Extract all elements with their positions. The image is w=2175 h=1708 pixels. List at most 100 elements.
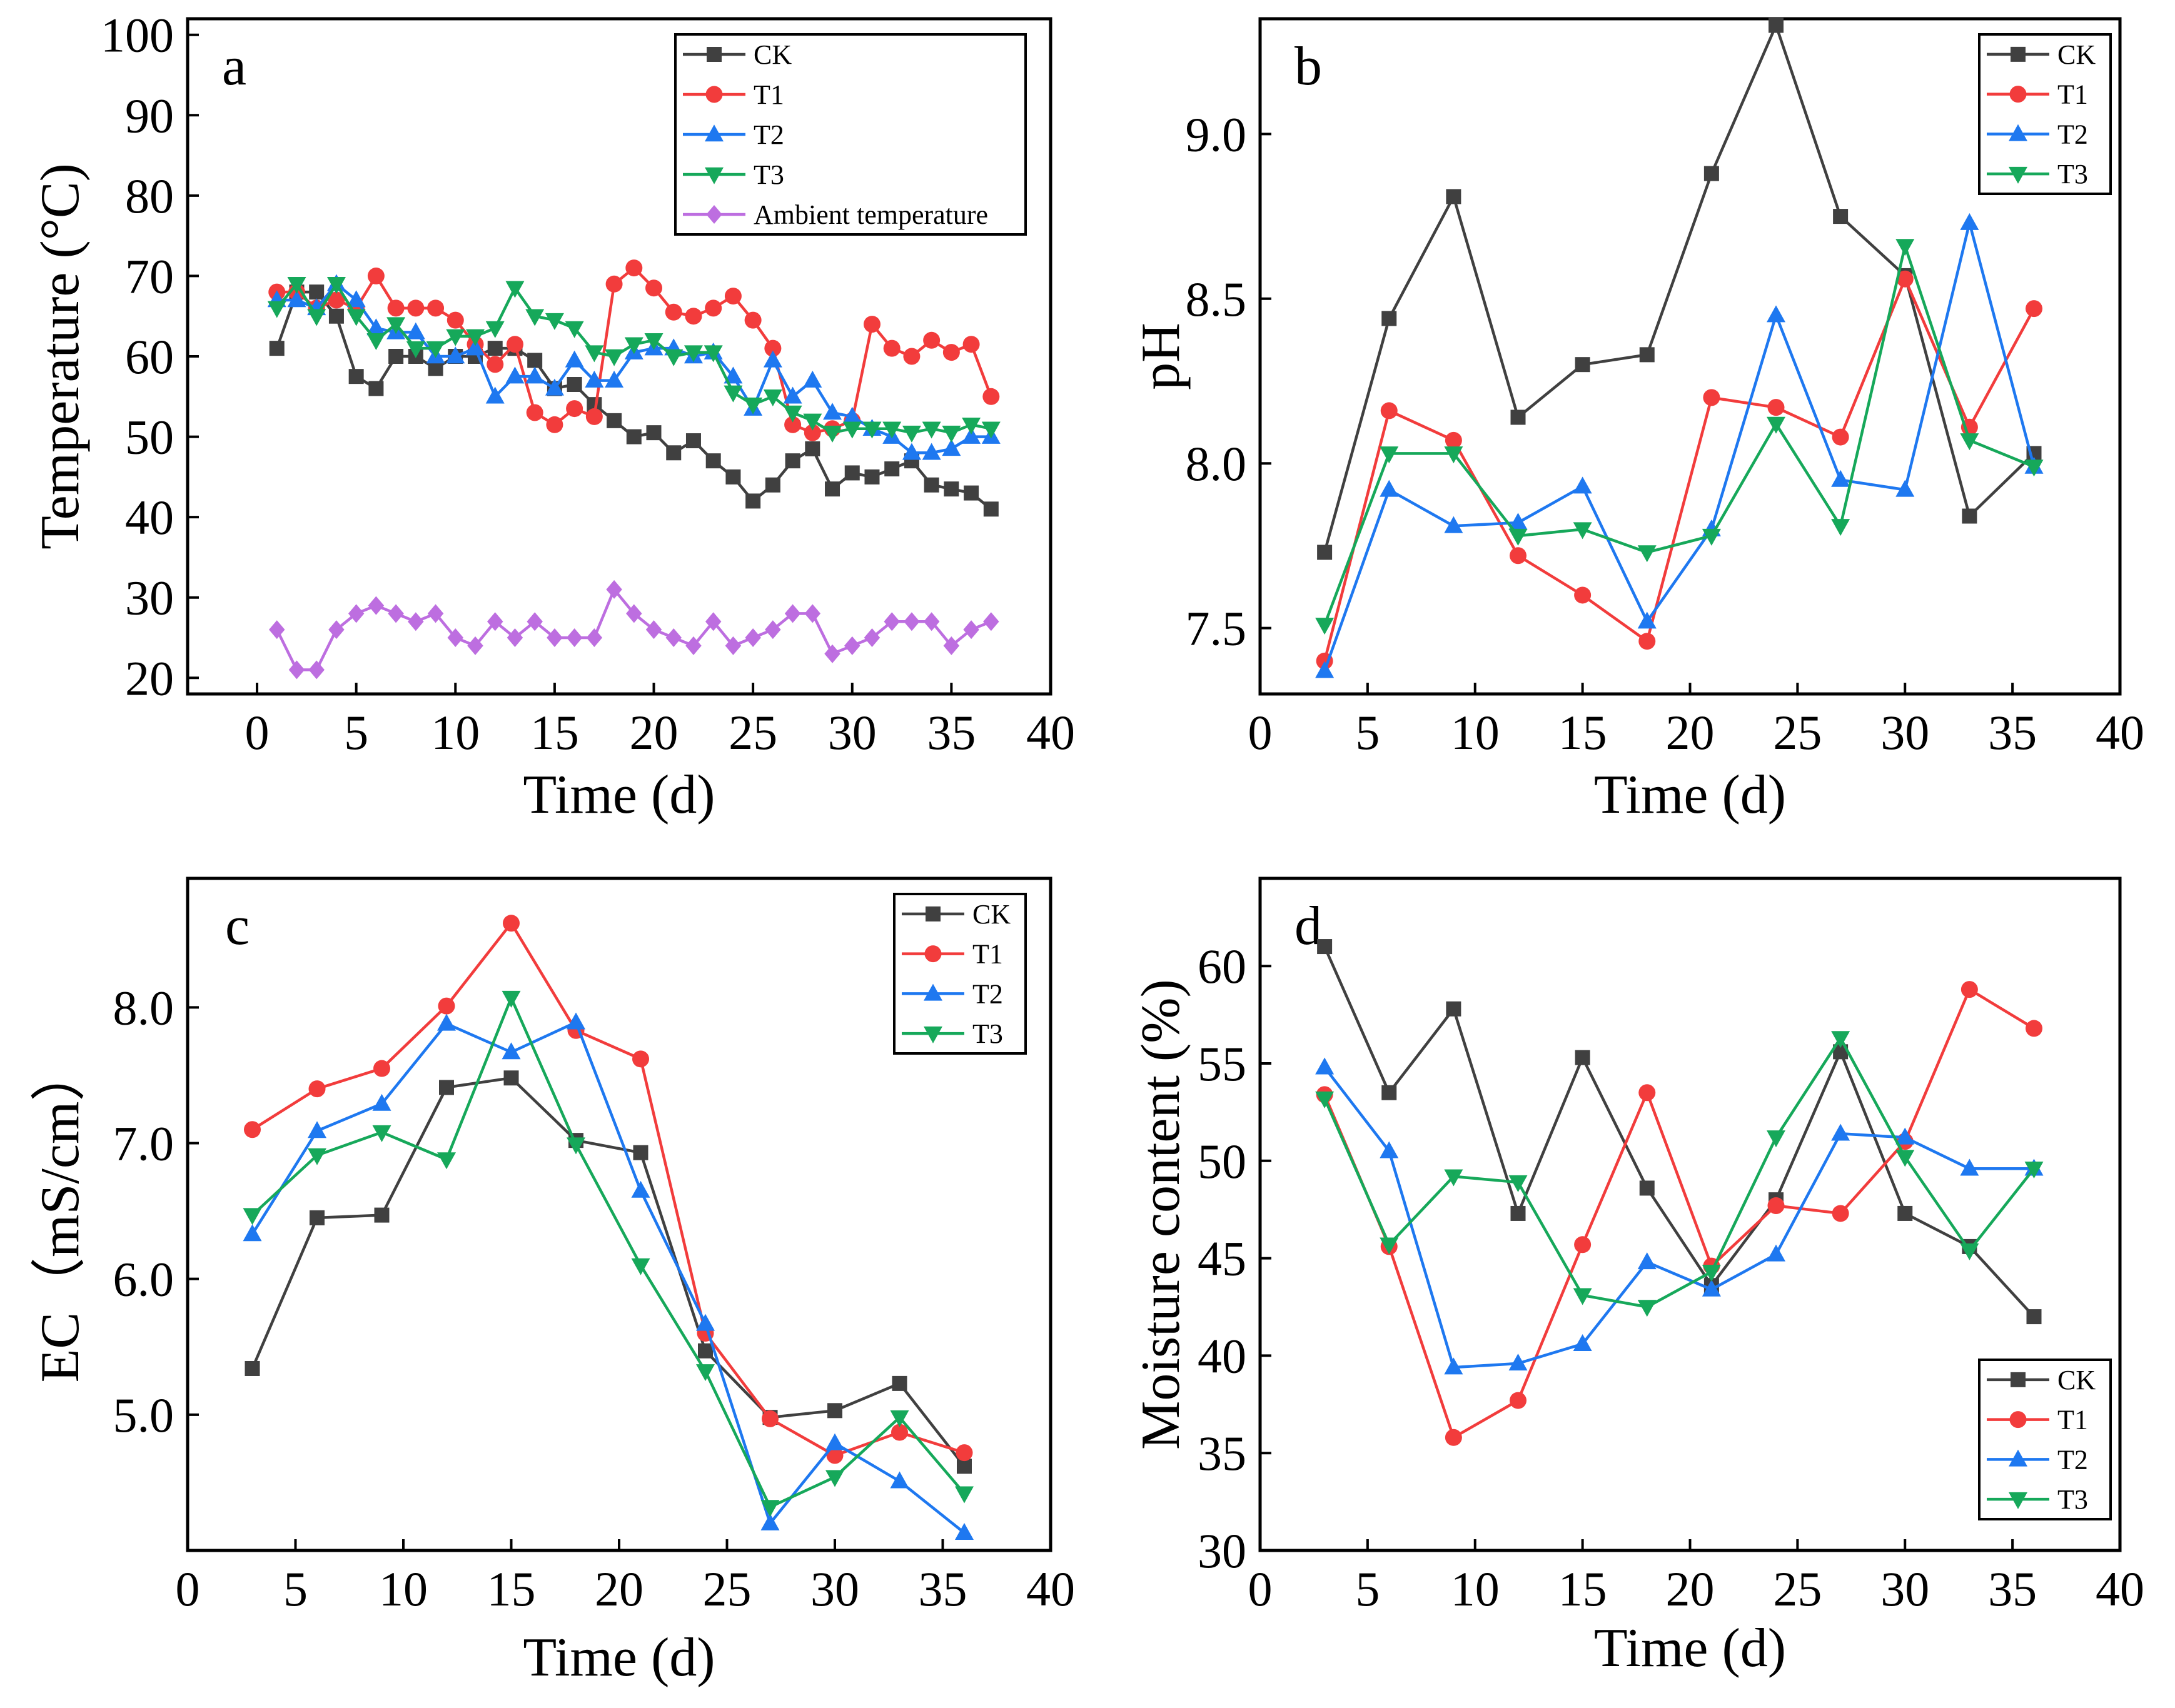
data-point <box>922 421 941 439</box>
x-tick-label: 20 <box>1666 705 1715 760</box>
data-point <box>1639 1180 1655 1196</box>
data-point <box>606 580 622 599</box>
legend-label: T2 <box>754 119 784 150</box>
data-point <box>923 612 940 631</box>
legend-marker <box>706 205 722 224</box>
y-tick-label: 30 <box>1198 1524 1246 1578</box>
series-line <box>1323 277 2036 661</box>
data-point <box>842 421 862 439</box>
series-line <box>251 1020 966 1534</box>
x-tick-label: 0 <box>245 705 270 760</box>
data-point <box>685 308 702 325</box>
data-point <box>763 389 782 407</box>
data-point <box>1896 270 1914 288</box>
data-point <box>1702 1279 1721 1297</box>
data-point <box>745 493 761 509</box>
data-point <box>625 259 643 277</box>
data-point <box>1639 347 1655 363</box>
y-axis-title: EC（mS/cm） <box>30 1047 91 1383</box>
data-point <box>438 997 455 1015</box>
data-point <box>982 388 1000 405</box>
data-point <box>1895 239 1915 256</box>
data-point <box>605 349 624 366</box>
y-tick-label: 7.5 <box>1186 601 1247 656</box>
data-point <box>1508 1175 1528 1192</box>
data-point <box>626 604 642 623</box>
data-point <box>1380 1237 1399 1255</box>
data-point <box>427 604 444 623</box>
data-point <box>328 291 345 309</box>
series-line <box>1323 1037 2036 1309</box>
series-t1 <box>1316 270 2042 670</box>
series-line <box>1323 24 2036 553</box>
data-point <box>803 370 822 388</box>
x-axis-title: Time (d) <box>1594 1618 1786 1679</box>
data-point <box>725 636 742 655</box>
data-point <box>446 329 465 346</box>
legend-marker <box>926 906 941 922</box>
data-point <box>487 612 503 631</box>
data-point <box>1315 661 1335 678</box>
data-point <box>527 353 543 368</box>
data-point <box>310 1210 325 1225</box>
data-point <box>784 416 802 433</box>
series-line <box>251 922 965 1457</box>
data-point <box>1895 1127 1915 1145</box>
legend-label: T3 <box>2057 159 2088 189</box>
legend-marker <box>2011 1372 2026 1387</box>
x-tick-label: 15 <box>487 1562 536 1616</box>
legend-marker <box>705 167 724 184</box>
data-point <box>1510 409 1526 425</box>
data-point <box>1508 513 1528 530</box>
data-point <box>288 660 305 680</box>
x-tick-label: 10 <box>431 705 480 760</box>
data-point <box>944 481 959 497</box>
data-point <box>1445 1429 1462 1446</box>
data-point <box>1317 939 1333 955</box>
legend-marker <box>707 47 722 62</box>
data-point <box>763 350 782 368</box>
data-point <box>1960 213 1979 230</box>
data-point <box>1446 1001 1461 1017</box>
series-line <box>1323 244 2035 626</box>
series-line <box>251 996 966 1509</box>
x-tick-label: 10 <box>379 1562 428 1616</box>
data-point <box>724 288 742 305</box>
x-tick-label: 5 <box>283 1562 308 1616</box>
data-point <box>372 1125 391 1142</box>
data-point <box>1831 519 1850 536</box>
data-point <box>503 915 520 932</box>
data-point <box>633 1145 648 1160</box>
y-tick-label: 45 <box>1198 1232 1246 1286</box>
data-point <box>1767 305 1785 323</box>
series-t1 <box>244 915 973 1464</box>
data-point <box>842 406 862 424</box>
data-point <box>685 636 702 655</box>
data-point <box>696 1364 715 1382</box>
x-tick-label: 35 <box>919 1562 967 1616</box>
legend-label: CK <box>972 899 1011 930</box>
data-point <box>408 612 424 631</box>
data-point <box>525 366 545 384</box>
data-point <box>388 349 404 364</box>
series-line <box>1323 988 2035 1439</box>
series-t3 <box>1315 1031 2044 1317</box>
data-point <box>487 341 503 356</box>
data-point <box>467 636 483 655</box>
series-t1 <box>1316 981 2042 1446</box>
series-t3 <box>1315 239 2044 635</box>
y-tick-label: 8.0 <box>1186 436 1247 491</box>
data-point <box>406 322 425 339</box>
series-t1 <box>268 259 1000 441</box>
data-point <box>527 612 543 631</box>
data-point <box>243 1208 262 1225</box>
data-point <box>308 1148 326 1165</box>
x-tick-label: 40 <box>2096 705 2144 760</box>
series-ck <box>1317 18 2042 560</box>
data-point <box>1574 586 1592 604</box>
data-point <box>803 413 822 431</box>
data-point <box>1832 428 1849 446</box>
data-point <box>1380 480 1399 497</box>
data-point <box>904 612 920 631</box>
data-point <box>372 1093 391 1111</box>
